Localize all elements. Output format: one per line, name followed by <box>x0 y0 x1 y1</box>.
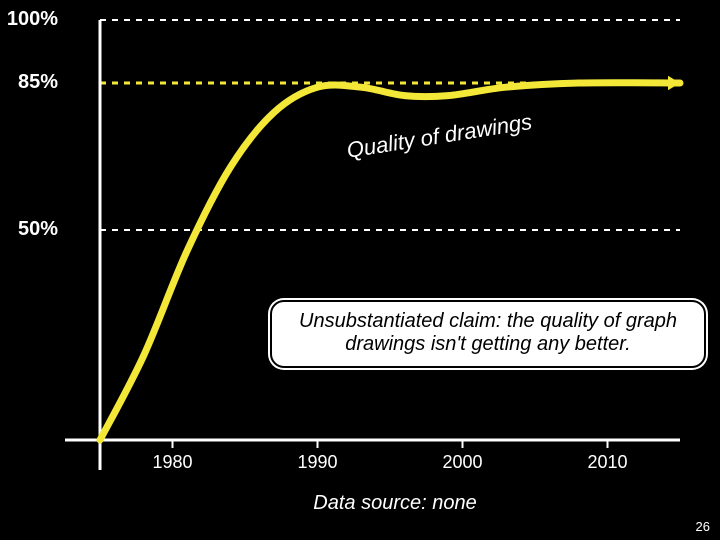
callout-line2: drawings isn't getting any better. <box>345 333 630 355</box>
y-tick-100: 100% <box>0 8 58 31</box>
y-tick-85: 85% <box>0 71 58 94</box>
chart-stage: 100% 85% 50% 1980 1990 2000 2010 Quality… <box>0 0 720 540</box>
x-tick-2010: 2010 <box>578 452 638 473</box>
callout-box: Unsubstantiated claim: the quality of gr… <box>270 300 706 368</box>
x-tick-1980: 1980 <box>143 452 203 473</box>
x-tick-1990: 1990 <box>288 452 348 473</box>
x-tick-2000: 2000 <box>433 452 493 473</box>
page-number: 26 <box>696 519 710 534</box>
callout-line1: Unsubstantiated claim: the quality of gr… <box>299 310 677 332</box>
data-source-label: Data source: none <box>245 492 545 515</box>
y-tick-50: 50% <box>0 218 58 241</box>
